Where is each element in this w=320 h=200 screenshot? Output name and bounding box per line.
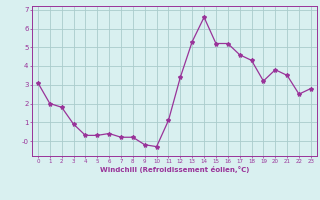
- X-axis label: Windchill (Refroidissement éolien,°C): Windchill (Refroidissement éolien,°C): [100, 166, 249, 173]
